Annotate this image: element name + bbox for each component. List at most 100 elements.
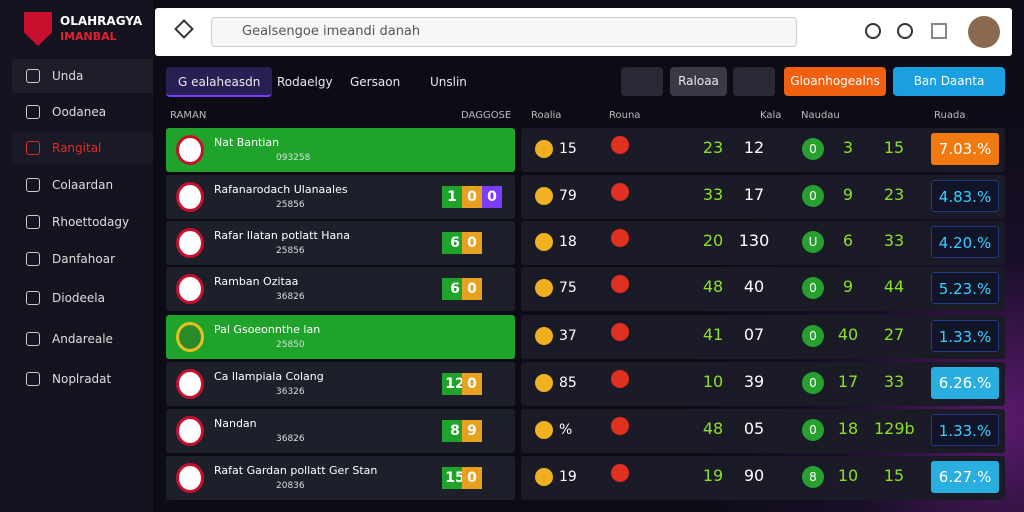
nav-item[interactable]: Colaardan: [12, 168, 153, 202]
cart-icon[interactable]: [931, 23, 947, 39]
stat-value: 23: [883, 185, 905, 204]
row-icon: [535, 233, 553, 251]
stat-value: 07: [743, 325, 765, 344]
team-row[interactable]: Nandan 36826 8 9: [166, 409, 515, 453]
nav-icon: [26, 69, 40, 83]
stat-value: 17: [743, 185, 765, 204]
nav-item[interactable]: Noplradat: [12, 362, 153, 396]
odds-badge[interactable]: 1.33.%: [931, 320, 999, 352]
stats-row[interactable]: 15 23 12 3 15 0 7.03.%: [521, 128, 1005, 172]
team-logo: [611, 183, 629, 201]
score: 0: [462, 186, 482, 208]
team-row[interactable]: Pal Gsoeonnthe lan 25850: [166, 315, 515, 359]
team-crest: [176, 135, 204, 165]
team-row[interactable]: Rafat Gardan pollatt Ger Stan 20836 15 0: [166, 456, 515, 500]
filter-button[interactable]: [733, 67, 775, 96]
score: 9: [462, 420, 482, 442]
score: 0: [462, 278, 482, 300]
team-sub: 36826: [276, 292, 305, 302]
column-header: Roalia: [531, 110, 562, 121]
stat-value: 44: [883, 277, 905, 296]
team-row[interactable]: Ramban Ozitaa 36826 6 0: [166, 267, 515, 311]
row-code: 19: [559, 469, 577, 485]
team-crest: [176, 322, 204, 352]
nav-item[interactable]: Unda: [12, 59, 153, 93]
stat-value: 05: [743, 419, 765, 438]
odds-badge[interactable]: 7.03.%: [931, 133, 999, 165]
nav-item[interactable]: Diodeela: [12, 281, 153, 315]
filter-button[interactable]: [621, 67, 663, 96]
stat-value: 27: [883, 325, 905, 344]
nav-icon: [26, 372, 40, 386]
sidebar: OLAHRAGYA IMANBAL Unda Oodanea Rangital Col…: [0, 0, 153, 512]
score: 15: [442, 467, 468, 489]
stats-row[interactable]: 19 19 90 10 15 8 6.27.%: [521, 456, 1005, 500]
nav-icon: [26, 105, 40, 119]
odds-badge[interactable]: 6.27.%: [931, 461, 999, 493]
team-sub: 25856: [276, 246, 305, 256]
team-sub: 25850: [276, 340, 305, 350]
nav-item[interactable]: Andareale: [12, 322, 153, 356]
nav-item[interactable]: Danfahoar: [12, 242, 153, 276]
tab[interactable]: Gersaon: [350, 75, 401, 89]
search-icon[interactable]: [897, 23, 913, 39]
stats-row[interactable]: % 48 05 18 129b 0 1.33.%: [521, 409, 1005, 453]
home-icon[interactable]: [174, 19, 194, 39]
odds-badge[interactable]: 6.26.%: [931, 367, 999, 399]
brand-title: OLAHRAGYA: [60, 14, 143, 28]
team-name: Ca llampiala Colang: [214, 370, 324, 383]
team-name: Nat Bantian: [214, 136, 280, 149]
stats-row[interactable]: 37 41 07 40 27 0 1.33.%: [521, 315, 1005, 359]
odds-badge[interactable]: 5.23.%: [931, 272, 999, 304]
stat-value: 90: [743, 466, 765, 485]
team-crest: [176, 369, 204, 399]
stat-value: 12: [743, 138, 765, 157]
action-button[interactable]: Ban Daanta: [893, 67, 1005, 96]
action-button[interactable]: Gloanhogealns: [784, 67, 886, 96]
stat-value: 129b: [874, 419, 915, 438]
clock-icon[interactable]: [865, 23, 881, 39]
score: 8: [442, 420, 468, 442]
stats-row[interactable]: 75 48 40 9 44 0 5.23.%: [521, 267, 1005, 311]
nav-item[interactable]: Rangital: [12, 131, 153, 165]
team-crest: [176, 274, 204, 304]
team-name: Rafanarodach Ulanaales: [214, 183, 348, 196]
avatar[interactable]: [968, 16, 1000, 48]
team-row[interactable]: Rafar Ilatan potlatt Hana 25856 6 0: [166, 221, 515, 265]
tab[interactable]: Unslin: [430, 75, 467, 89]
nav-item[interactable]: Rhoettodagy: [12, 205, 153, 239]
stats-row[interactable]: 79 33 17 9 23 0 4.83.%: [521, 175, 1005, 219]
stat-value: 33: [883, 372, 905, 391]
odds-badge[interactable]: 1.33.%: [931, 414, 999, 446]
nav-icon: [26, 332, 40, 346]
stat-value: 48: [702, 277, 724, 296]
nav-icon: [26, 141, 40, 155]
stat-value: 10: [702, 372, 724, 391]
row-code: 18: [559, 234, 577, 250]
tab[interactable]: G ealaheasdn: [166, 67, 273, 97]
nav-icon: [26, 178, 40, 192]
team-crest: [176, 182, 204, 212]
odds-badge[interactable]: 4.83.%: [931, 180, 999, 212]
team-row[interactable]: Rafanarodach Ulanaales 25856 1 0 0: [166, 175, 515, 219]
team-logo: [611, 136, 629, 154]
tab[interactable]: Rodaelgy: [277, 75, 333, 89]
stat-badge: 0: [802, 419, 824, 441]
search-input[interactable]: Gealsengoe imeandi danah: [211, 17, 797, 47]
row-icon: [535, 279, 553, 297]
odds-badge[interactable]: 4.20.%: [931, 226, 999, 258]
score: 0: [462, 467, 482, 489]
stats-row[interactable]: 85 10 39 17 33 0 6.26.%: [521, 362, 1005, 406]
team-row[interactable]: Nat Bantian 093258: [166, 128, 515, 172]
team-sub: 36826: [276, 434, 305, 444]
stat-value: 39: [743, 372, 765, 391]
action-button[interactable]: Raloaa: [670, 67, 727, 96]
team-name: Ramban Ozitaa: [214, 275, 299, 288]
nav-item[interactable]: Oodanea: [12, 95, 153, 129]
row-code: 79: [559, 188, 577, 204]
row-icon: [535, 140, 553, 158]
score: 12: [442, 373, 468, 395]
team-row[interactable]: Ca llampiala Colang 36326 12 0: [166, 362, 515, 406]
column-header: RAMAN: [170, 110, 207, 121]
stats-row[interactable]: 18 20 130 6 33 U 4.20.%: [521, 221, 1005, 265]
